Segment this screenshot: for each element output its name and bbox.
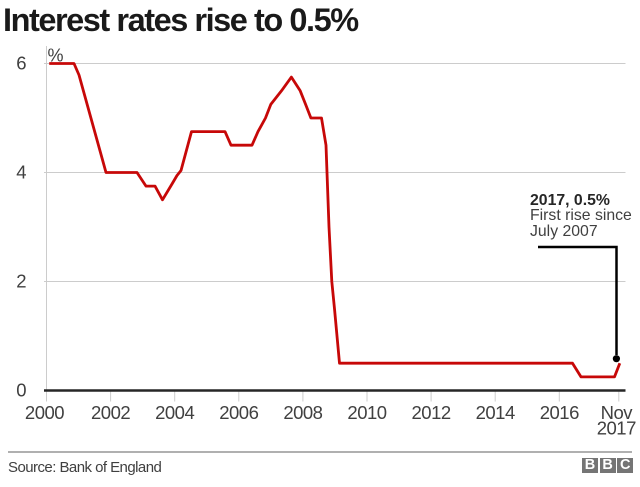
svg-text:2016: 2016 (540, 402, 579, 423)
svg-text:2008: 2008 (283, 402, 322, 423)
svg-text:0: 0 (16, 380, 26, 401)
svg-text:2017: 2017 (597, 418, 636, 439)
svg-text:2004: 2004 (155, 402, 194, 423)
svg-text:2012: 2012 (412, 402, 451, 423)
svg-text:Nov: Nov (601, 402, 634, 423)
svg-text:2010: 2010 (347, 402, 386, 423)
svg-text:2000: 2000 (25, 402, 64, 423)
svg-text:4: 4 (16, 162, 26, 183)
svg-text:2002: 2002 (91, 402, 130, 423)
svg-text:%: % (48, 46, 64, 66)
svg-text:2: 2 (16, 271, 26, 292)
svg-text:2014: 2014 (476, 402, 515, 423)
svg-text:2006: 2006 (219, 402, 258, 423)
svg-text:6: 6 (16, 53, 26, 74)
